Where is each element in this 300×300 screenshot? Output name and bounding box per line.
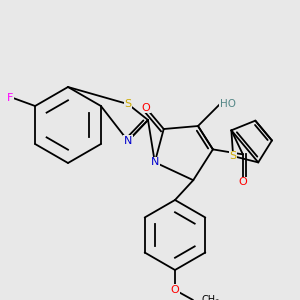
Text: N: N — [151, 157, 159, 167]
Text: S: S — [230, 151, 237, 161]
Text: F: F — [7, 93, 13, 103]
Text: S: S — [124, 99, 132, 109]
Text: O: O — [238, 177, 247, 188]
Text: O: O — [171, 285, 179, 295]
Text: N: N — [124, 136, 132, 146]
Text: O: O — [141, 103, 150, 112]
Text: CH₃: CH₃ — [201, 295, 219, 300]
Text: HO: HO — [220, 99, 236, 109]
